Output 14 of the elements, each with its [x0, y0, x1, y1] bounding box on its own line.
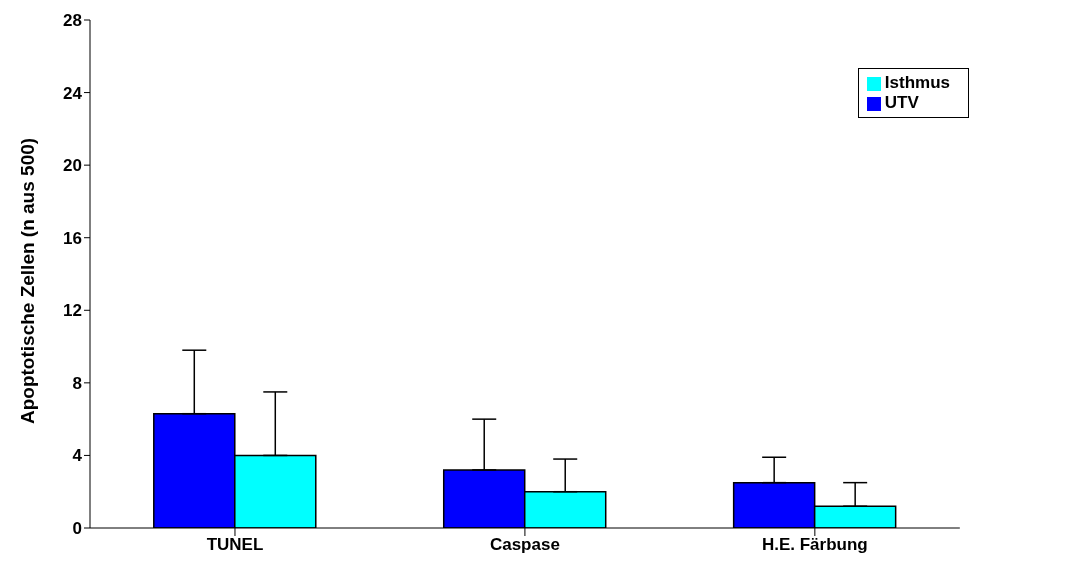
y-tick-label: 0: [72, 519, 82, 539]
legend-label: UTV: [884, 93, 919, 112]
y-tick-label: 28: [63, 11, 82, 31]
y-tick-label: 8: [72, 373, 82, 393]
legend-label: Isthmus: [884, 73, 950, 92]
x-tick-label: Caspase: [489, 535, 560, 555]
x-tick-label: TUNEL: [206, 535, 264, 555]
y-tick-label: 20: [63, 156, 82, 176]
y-tick-label: 4: [72, 446, 83, 466]
y-tick-label: 24: [63, 83, 83, 103]
y-tick-label: 16: [63, 228, 82, 248]
y-axis-title: Apoptotische Zellen (n aus 500): [16, 137, 38, 424]
x-tick-label: H.E. Färbung: [761, 535, 868, 555]
y-tick-label: 12: [63, 301, 82, 321]
